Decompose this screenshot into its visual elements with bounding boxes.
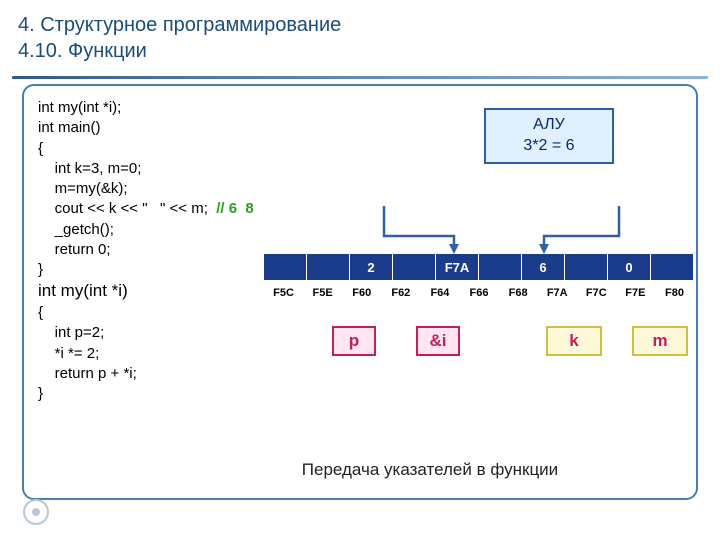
header-line1: 4. Структурное программирование <box>18 12 702 38</box>
header-line2: 4.10. Функции <box>18 38 702 64</box>
slide-header: 4. Структурное программирование 4.10. Фу… <box>0 0 720 72</box>
var-k: k <box>546 326 602 356</box>
var-i: &i <box>416 326 460 356</box>
alu-title: АЛУ <box>486 115 612 136</box>
header-rule <box>12 76 708 79</box>
slide-icon <box>22 498 50 526</box>
memory-address-row: F5C F5E F60 F62 F64 F66 F68 F7A F7C F7E … <box>264 280 694 306</box>
caption: Передача указателей в функции <box>24 460 696 480</box>
memory-diagram: 2 F7A 6 0 F5C F5E F60 F62 F64 F66 F68 F7… <box>264 254 694 306</box>
memory-values-row: 2 F7A 6 0 <box>264 254 694 280</box>
var-p: p <box>332 326 376 356</box>
content-box: int my(int *i); int main() { int k=3, m=… <box>22 84 698 500</box>
alu-box: АЛУ 3*2 = 6 <box>484 108 614 164</box>
var-m: m <box>632 326 688 356</box>
alu-expr: 3*2 = 6 <box>486 136 612 157</box>
